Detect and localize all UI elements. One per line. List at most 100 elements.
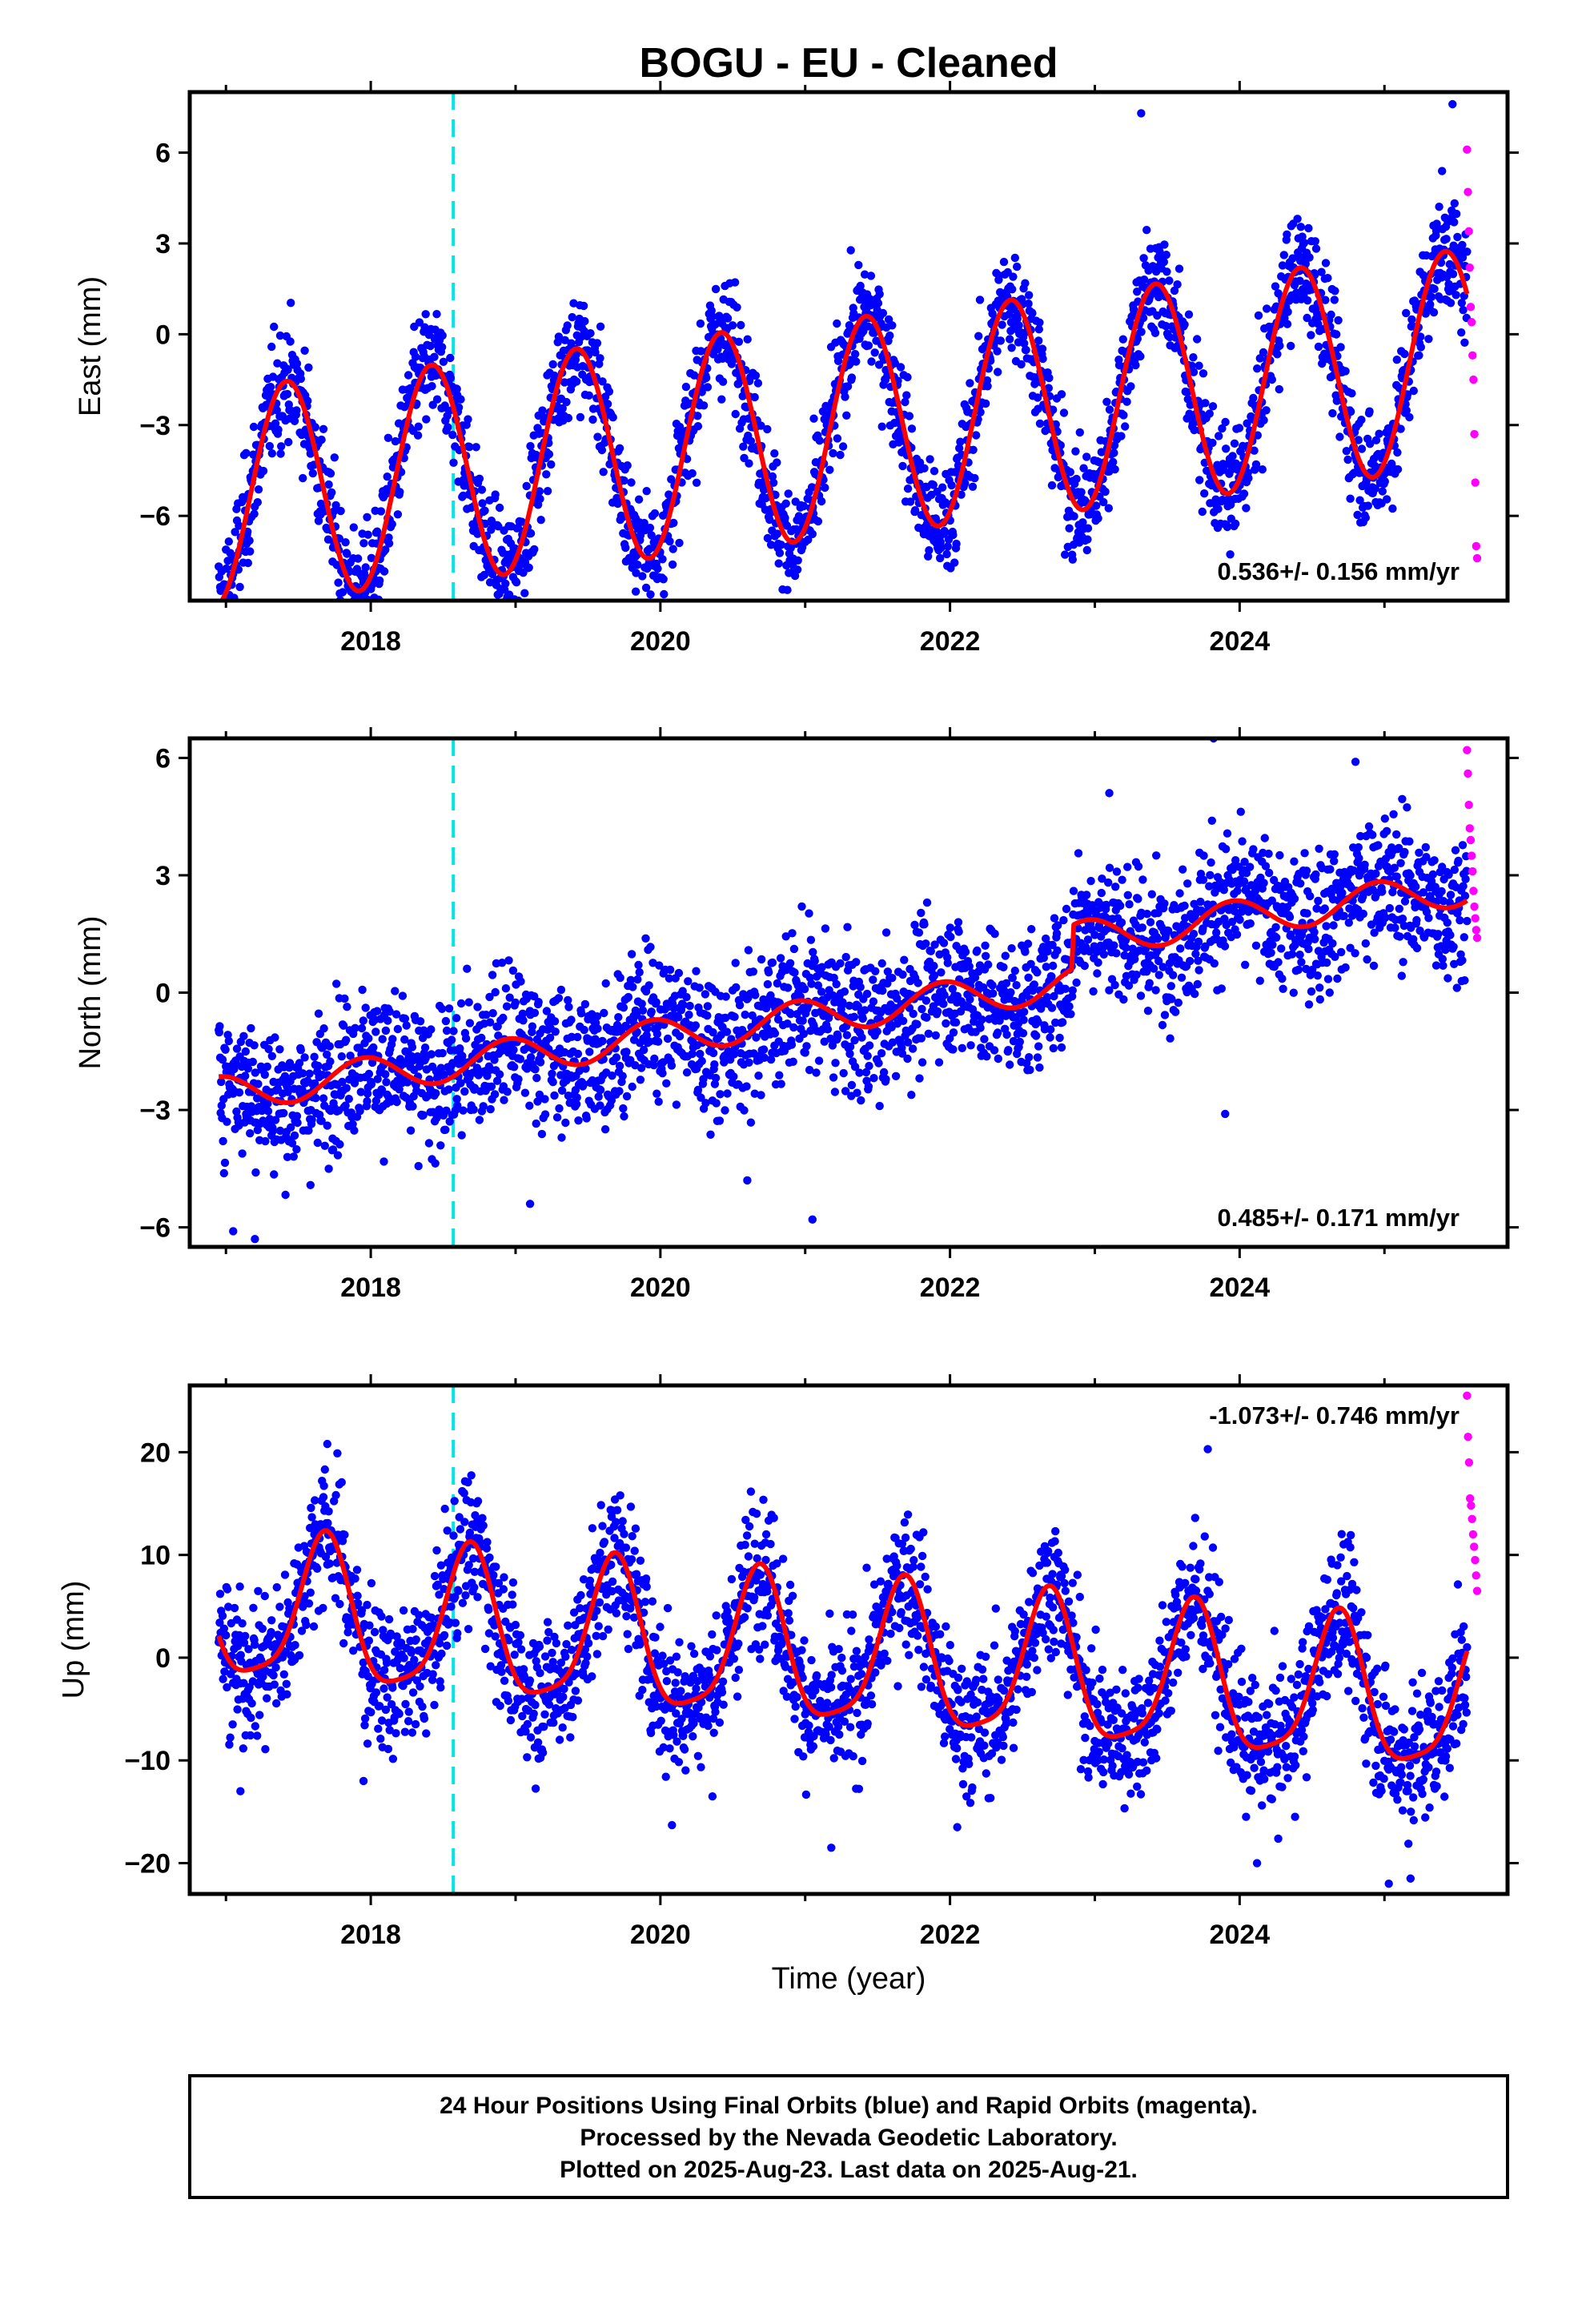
north-final-orbit-point (402, 1021, 411, 1030)
north-final-orbit-point (764, 968, 773, 977)
north-final-orbit-point (934, 1058, 944, 1067)
east-final-orbit-point (640, 518, 648, 528)
north-final-orbit-point (533, 1097, 542, 1106)
east-final-orbit-point (1035, 318, 1044, 327)
north-final-orbit-point (652, 1029, 662, 1039)
north-final-orbit-point (652, 998, 661, 1007)
north-final-orbit-point (319, 1094, 328, 1103)
east-final-orbit-point (543, 487, 552, 496)
north-final-orbit-point (1082, 891, 1091, 899)
north-final-orbit-point (323, 1121, 331, 1130)
east-final-orbit-point (969, 445, 978, 454)
north-final-orbit-point (746, 1118, 756, 1127)
north-final-orbit-point (1207, 858, 1215, 867)
north-final-orbit-point (649, 1060, 658, 1070)
north-final-orbit-point (665, 965, 675, 975)
north-final-orbit-point (557, 1133, 566, 1142)
north-final-orbit-point (1122, 943, 1130, 952)
north-final-orbit-point (1046, 1033, 1054, 1042)
north-final-orbit-point (801, 1048, 809, 1057)
east-final-orbit-point (446, 353, 455, 363)
east-final-orbit-point (1283, 230, 1291, 239)
east-final-orbit-point (1273, 350, 1282, 359)
north-final-orbit-point (408, 1102, 417, 1111)
east-final-orbit-point (790, 571, 800, 581)
east-final-orbit-point (308, 468, 317, 478)
east-final-orbit-point (512, 578, 521, 587)
north-final-orbit-point (593, 1024, 602, 1033)
east-final-orbit-point (804, 535, 813, 545)
north-final-orbit-point (400, 1035, 409, 1044)
north-final-orbit-point (248, 1057, 257, 1067)
east-final-orbit-point (317, 435, 326, 444)
east-final-orbit-point (1136, 352, 1145, 361)
east-final-orbit-point (711, 284, 721, 294)
north-final-orbit-point (1104, 878, 1113, 887)
north-final-orbit-point (601, 979, 610, 988)
east-final-orbit-point (1450, 218, 1459, 227)
north-final-orbit-point (263, 1062, 271, 1072)
north-final-orbit-point (306, 1180, 315, 1190)
north-final-orbit-point (499, 1013, 508, 1023)
north-final-orbit-point (427, 1050, 436, 1059)
north-final-orbit-point (763, 979, 773, 989)
north-final-orbit-point (692, 967, 701, 975)
north-final-orbit-point (1034, 1042, 1043, 1051)
north-final-orbit-point (485, 1018, 495, 1027)
east-final-orbit-point (781, 513, 789, 522)
north-final-orbit-point (740, 1106, 749, 1115)
north-final-orbit-point (1261, 862, 1271, 870)
north-final-orbit-point (224, 1036, 233, 1046)
north-final-orbit-point (1142, 910, 1152, 919)
east-final-orbit-point (1035, 419, 1045, 428)
east-final-orbit-point (1159, 257, 1169, 267)
east-final-orbit-point (495, 641, 503, 649)
east-final-orbit-point (538, 406, 547, 415)
north-final-orbit-point (350, 1126, 359, 1135)
east-final-orbit-point (1435, 203, 1443, 211)
east-final-orbit-point (878, 308, 888, 318)
north-final-orbit-point (1297, 958, 1306, 967)
east-final-orbit-point (249, 422, 259, 432)
north-final-orbit-point (926, 947, 936, 955)
east-final-orbit-point (1160, 240, 1169, 249)
east-final-orbit-point (660, 589, 669, 599)
north-final-orbit-point (817, 987, 826, 996)
east-final-orbit-point (513, 523, 523, 533)
east-final-orbit-point (1251, 460, 1261, 469)
north-final-orbit-point (555, 1104, 564, 1113)
east-final-orbit-point (1311, 237, 1320, 246)
east-final-orbit-point (668, 560, 677, 569)
east-final-orbit-point (564, 413, 573, 423)
north-final-orbit-point (567, 1015, 576, 1024)
north-final-orbit-point (319, 1024, 328, 1033)
north-final-orbit-point (528, 1022, 537, 1031)
east-final-orbit-point (846, 246, 855, 255)
east-final-orbit-point (1335, 432, 1344, 441)
east-final-orbit-point (1071, 447, 1080, 456)
north-final-orbit-point (509, 1045, 518, 1055)
east-final-orbit-point (1341, 367, 1350, 376)
east-final-orbit-point (276, 449, 285, 458)
east-final-orbit-point (576, 412, 585, 422)
north-final-orbit-point (525, 1101, 534, 1110)
north-final-orbit-point (619, 1003, 628, 1012)
north-final-orbit-point (1146, 918, 1155, 927)
east-final-orbit-point (311, 423, 319, 432)
north-final-orbit-point (395, 1085, 404, 1094)
east-final-orbit-point (580, 316, 589, 326)
east-outlier-point (523, 563, 532, 572)
north-final-orbit-point (628, 1082, 636, 1092)
east-final-orbit-point (1438, 167, 1447, 175)
east-final-orbit-point (1275, 341, 1284, 350)
north-final-orbit-point (460, 1087, 469, 1096)
north-final-orbit-point (930, 971, 939, 980)
north-final-orbit-point (1304, 944, 1313, 954)
north-final-orbit-point (1134, 862, 1143, 871)
north-final-orbit-point (501, 984, 511, 993)
north-final-orbit-point (337, 1052, 346, 1061)
north-final-orbit-point (287, 1123, 295, 1132)
north-final-orbit-point (473, 1003, 482, 1011)
north-final-orbit-point (741, 1010, 749, 1019)
north-final-orbit-point (1138, 875, 1147, 884)
